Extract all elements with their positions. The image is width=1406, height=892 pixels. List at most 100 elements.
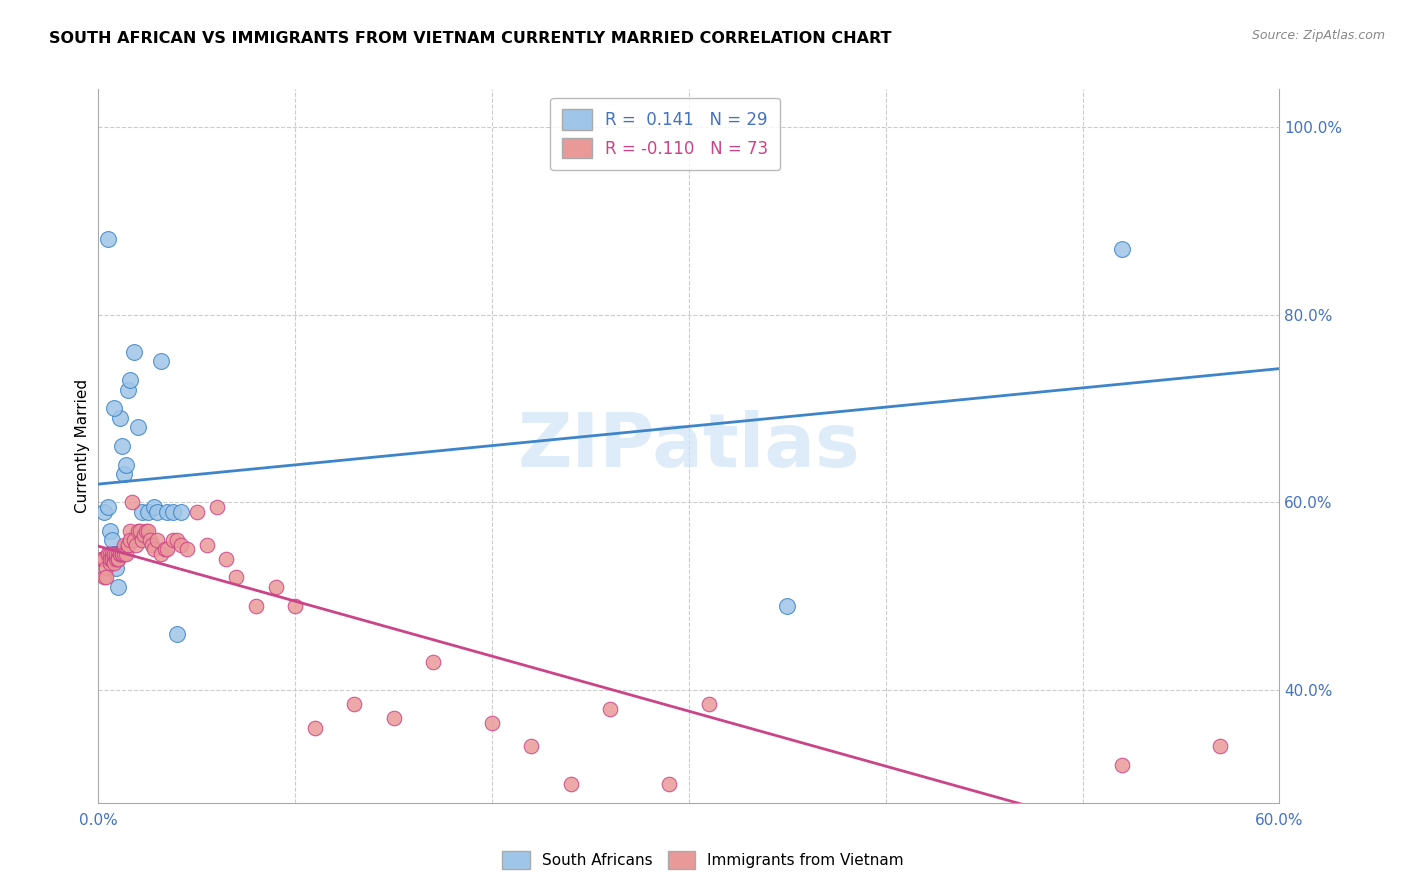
Point xyxy=(138,533,160,547)
Point xyxy=(108,547,131,561)
Point xyxy=(117,383,139,397)
Point xyxy=(150,547,173,561)
Point xyxy=(1111,242,1133,256)
Point xyxy=(150,354,173,368)
Point xyxy=(118,524,141,538)
Point xyxy=(127,524,149,538)
Point xyxy=(382,711,405,725)
Point xyxy=(98,547,121,561)
Point xyxy=(105,561,128,575)
Point xyxy=(108,410,131,425)
Point xyxy=(107,547,129,561)
Point xyxy=(97,500,120,514)
Point xyxy=(128,524,150,538)
Point xyxy=(245,599,267,613)
Point xyxy=(101,533,124,547)
Point xyxy=(195,538,218,552)
Point xyxy=(122,533,145,547)
Point xyxy=(93,551,115,566)
Legend: R =  0.141   N = 29, R = -0.110   N = 73: R = 0.141 N = 29, R = -0.110 N = 73 xyxy=(550,97,780,169)
Point xyxy=(186,505,208,519)
Point xyxy=(162,533,184,547)
Point xyxy=(422,655,444,669)
Point xyxy=(97,547,120,561)
Point xyxy=(103,547,125,561)
Text: ZIPatlas: ZIPatlas xyxy=(517,409,860,483)
Point xyxy=(103,401,125,416)
Point xyxy=(125,538,148,552)
Point xyxy=(136,524,159,538)
Point xyxy=(141,538,163,552)
Point xyxy=(91,551,114,566)
Point xyxy=(343,697,366,711)
Point xyxy=(103,551,125,566)
Point xyxy=(97,547,120,561)
Point xyxy=(481,716,503,731)
Point xyxy=(101,551,124,566)
Point xyxy=(111,547,134,561)
Point xyxy=(112,547,135,561)
Point xyxy=(98,557,121,571)
Point xyxy=(98,524,121,538)
Point xyxy=(146,505,169,519)
Point xyxy=(117,538,139,552)
Point xyxy=(155,542,177,557)
Point xyxy=(111,439,134,453)
Text: SOUTH AFRICAN VS IMMIGRANTS FROM VIETNAM CURRENTLY MARRIED CORRELATION CHART: SOUTH AFRICAN VS IMMIGRANTS FROM VIETNAM… xyxy=(49,31,891,46)
Text: Source: ZipAtlas.com: Source: ZipAtlas.com xyxy=(1251,29,1385,42)
Point xyxy=(264,580,287,594)
Point xyxy=(1111,758,1133,772)
Point xyxy=(112,538,135,552)
Point xyxy=(156,505,179,519)
Point xyxy=(127,420,149,434)
Point xyxy=(105,547,128,561)
Point xyxy=(225,570,247,584)
Point xyxy=(560,777,582,791)
Y-axis label: Currently Married: Currently Married xyxy=(75,379,90,513)
Point xyxy=(136,505,159,519)
Point xyxy=(118,533,141,547)
Point xyxy=(111,547,134,561)
Point xyxy=(304,721,326,735)
Point xyxy=(599,702,621,716)
Point xyxy=(105,547,128,561)
Point xyxy=(142,542,165,557)
Point xyxy=(118,373,141,387)
Point xyxy=(115,458,138,472)
Point xyxy=(176,542,198,557)
Point xyxy=(115,547,138,561)
Point xyxy=(162,505,184,519)
Point xyxy=(135,524,157,538)
Point xyxy=(215,551,238,566)
Point xyxy=(146,533,169,547)
Point xyxy=(142,500,165,514)
Point xyxy=(103,557,125,571)
Point xyxy=(170,505,193,519)
Point xyxy=(97,232,120,246)
Point xyxy=(520,739,543,754)
Point xyxy=(105,551,128,566)
Point xyxy=(121,495,143,509)
Point xyxy=(98,551,121,566)
Point xyxy=(170,538,193,552)
Point xyxy=(101,551,124,566)
Point xyxy=(96,561,118,575)
Point xyxy=(107,551,129,566)
Point xyxy=(108,547,131,561)
Legend: South Africans, Immigrants from Vietnam: South Africans, Immigrants from Vietnam xyxy=(496,845,910,875)
Point xyxy=(166,627,188,641)
Point xyxy=(117,538,139,552)
Point xyxy=(166,533,188,547)
Point xyxy=(103,547,125,561)
Point xyxy=(205,500,228,514)
Point xyxy=(131,533,153,547)
Point xyxy=(96,570,118,584)
Point xyxy=(1209,739,1232,754)
Point xyxy=(93,505,115,519)
Point xyxy=(91,551,114,566)
Point xyxy=(93,570,115,584)
Point xyxy=(131,505,153,519)
Point xyxy=(284,599,307,613)
Point xyxy=(107,551,129,566)
Point xyxy=(776,599,799,613)
